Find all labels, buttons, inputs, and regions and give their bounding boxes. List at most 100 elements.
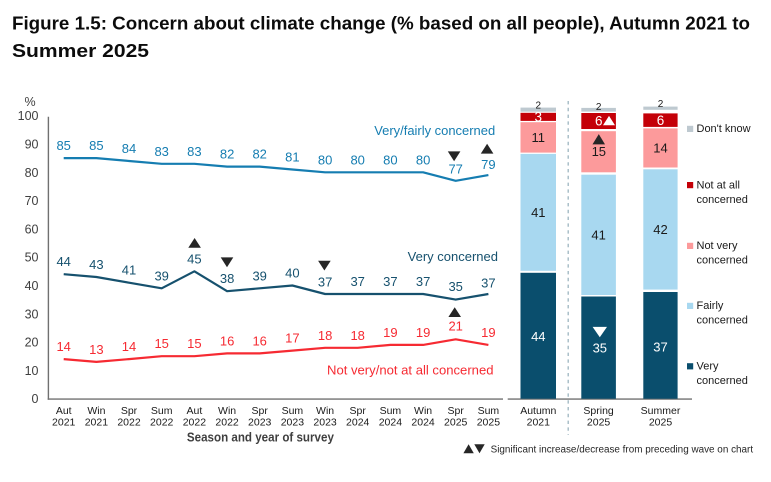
svg-text:15: 15	[187, 336, 201, 351]
svg-text:43: 43	[89, 257, 103, 272]
svg-text:41: 41	[531, 205, 545, 220]
svg-text:16: 16	[252, 333, 266, 348]
svg-text:21: 21	[448, 319, 462, 334]
svg-text:84: 84	[122, 141, 136, 156]
svg-text:2024: 2024	[379, 416, 403, 428]
svg-text:Don't know: Don't know	[697, 123, 751, 135]
svg-text:6: 6	[595, 114, 603, 129]
svg-text:19: 19	[481, 325, 495, 340]
svg-text:20: 20	[25, 336, 39, 350]
svg-text:18: 18	[350, 328, 364, 343]
svg-text:82: 82	[220, 147, 234, 162]
svg-text:Fairly: Fairly	[697, 300, 724, 312]
svg-text:85: 85	[89, 138, 103, 153]
svg-text:80: 80	[318, 152, 332, 167]
svg-text:6: 6	[657, 113, 665, 128]
svg-text:Figure 1.5: Concern about clim: Figure 1.5: Concern about climate change…	[12, 13, 750, 33]
svg-text:85: 85	[56, 138, 70, 153]
svg-text:Season and year of survey: Season and year of survey	[187, 430, 334, 444]
svg-text:Sum: Sum	[151, 405, 173, 417]
svg-text:2: 2	[658, 99, 664, 110]
svg-text:2: 2	[536, 101, 542, 112]
svg-text:79: 79	[481, 157, 495, 172]
svg-text:14: 14	[56, 339, 70, 354]
svg-text:Aut: Aut	[187, 405, 203, 417]
svg-text:Spr: Spr	[448, 405, 465, 417]
svg-text:30: 30	[25, 307, 39, 321]
svg-text:40: 40	[25, 279, 39, 293]
svg-text:16: 16	[220, 333, 234, 348]
svg-text:Sum: Sum	[478, 405, 500, 417]
svg-text:50: 50	[25, 251, 39, 265]
svg-text:18: 18	[318, 328, 332, 343]
svg-text:2025: 2025	[477, 416, 501, 428]
svg-text:2022: 2022	[117, 416, 141, 428]
svg-text:19: 19	[383, 325, 397, 340]
svg-text:Very/fairly concerned: Very/fairly concerned	[374, 123, 495, 138]
svg-text:Not at all: Not at all	[697, 180, 740, 192]
svg-text:15: 15	[592, 144, 606, 159]
svg-text:Spring: Spring	[583, 405, 614, 417]
svg-text:2022: 2022	[215, 416, 239, 428]
svg-text:39: 39	[252, 268, 266, 283]
svg-text:2021: 2021	[85, 416, 109, 428]
svg-text:17: 17	[285, 331, 299, 346]
svg-text:13: 13	[89, 342, 103, 357]
svg-text:%: %	[25, 95, 36, 109]
svg-text:35: 35	[448, 279, 462, 294]
svg-text:10: 10	[25, 364, 39, 378]
svg-text:concerned: concerned	[697, 375, 748, 387]
svg-text:37: 37	[350, 274, 364, 289]
svg-text:Spr: Spr	[350, 405, 367, 417]
svg-text:2023: 2023	[248, 416, 272, 428]
svg-text:2022: 2022	[183, 416, 207, 428]
svg-text:2023: 2023	[313, 416, 337, 428]
svg-text:concerned: concerned	[697, 194, 748, 206]
svg-text:39: 39	[154, 268, 168, 283]
svg-text:70: 70	[25, 194, 39, 208]
svg-text:14: 14	[122, 339, 136, 354]
svg-text:38: 38	[220, 271, 234, 286]
svg-text:100: 100	[18, 109, 39, 123]
svg-text:Win: Win	[87, 405, 105, 417]
svg-text:2024: 2024	[346, 416, 370, 428]
svg-text:Aut: Aut	[56, 405, 72, 417]
svg-text:Very concerned: Very concerned	[408, 249, 498, 264]
svg-text:Summer 2025: Summer 2025	[12, 41, 149, 61]
svg-text:15: 15	[154, 336, 168, 351]
svg-text:44: 44	[531, 329, 545, 344]
svg-text:40: 40	[285, 266, 299, 281]
svg-text:3: 3	[535, 109, 543, 124]
svg-text:2021: 2021	[527, 416, 551, 428]
svg-text:Win: Win	[218, 405, 236, 417]
svg-text:80: 80	[383, 152, 397, 167]
svg-text:2025: 2025	[649, 416, 673, 428]
svg-text:2021: 2021	[52, 416, 76, 428]
svg-text:2025: 2025	[444, 416, 468, 428]
svg-text:41: 41	[591, 227, 605, 242]
svg-text:45: 45	[187, 252, 201, 267]
svg-text:37: 37	[383, 274, 397, 289]
svg-text:42: 42	[653, 222, 667, 237]
svg-text:2023: 2023	[281, 416, 305, 428]
svg-text:Win: Win	[316, 405, 334, 417]
svg-text:37: 37	[481, 276, 495, 291]
svg-text:Win: Win	[414, 405, 432, 417]
svg-text:Autumn: Autumn	[520, 405, 556, 417]
svg-text:14: 14	[653, 141, 667, 156]
svg-text:37: 37	[653, 340, 667, 355]
svg-text:83: 83	[154, 144, 168, 159]
svg-text:concerned: concerned	[697, 255, 748, 267]
svg-text:Not very/not at all concerned: Not very/not at all concerned	[327, 363, 494, 378]
svg-text:35: 35	[593, 340, 607, 355]
svg-text:19: 19	[416, 325, 430, 340]
svg-text:37: 37	[416, 274, 430, 289]
svg-text:2: 2	[596, 102, 602, 113]
svg-text:80: 80	[350, 152, 364, 167]
svg-text:Spr: Spr	[252, 405, 269, 417]
svg-text:90: 90	[25, 138, 39, 152]
svg-text:concerned: concerned	[697, 315, 748, 327]
svg-text:2022: 2022	[150, 416, 174, 428]
svg-text:Spr: Spr	[121, 405, 138, 417]
svg-text:2025: 2025	[587, 416, 611, 428]
